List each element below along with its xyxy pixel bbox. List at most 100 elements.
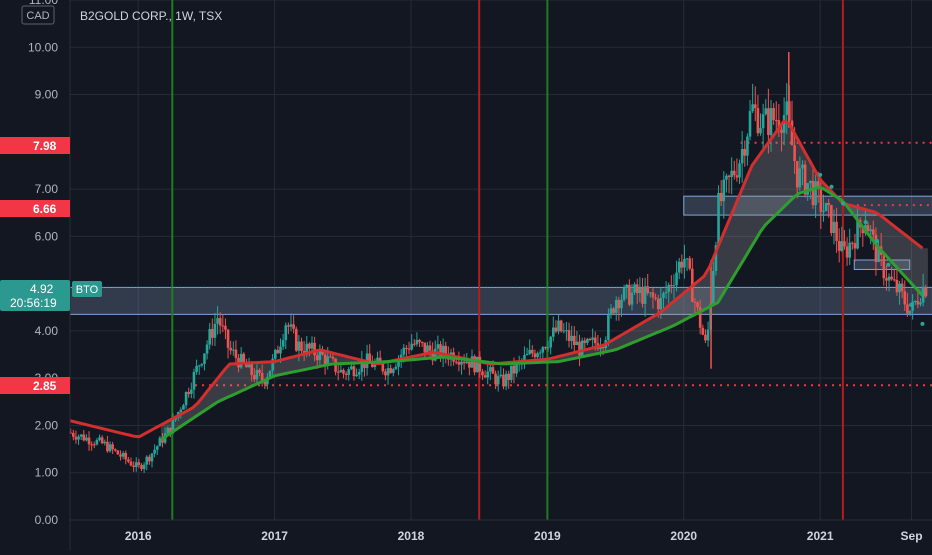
candle-body [491,367,495,374]
candle-body [748,111,752,137]
current-price-label: 4.92 20:56:19 [0,280,70,311]
candle-body [473,356,476,373]
x-tick-label: 2018 [398,529,425,543]
candle-body [150,453,154,462]
candle-body [544,347,547,349]
candle-body [106,441,109,452]
candle-body [313,342,316,356]
candle-body [308,343,311,349]
price-label-666-text: 6.66 [33,202,57,216]
candle-body [111,444,114,450]
candle-body [363,360,366,368]
candle-body [693,301,697,303]
candle-body [656,298,660,310]
currency-label: CAD [26,10,49,22]
candle-body [887,276,891,281]
candle-body [229,347,232,351]
candle-body [688,258,691,269]
candle-body [696,302,699,308]
trail-dot [863,220,868,225]
candle-body [777,120,781,130]
candle-body [512,365,516,374]
candle-body [641,287,644,304]
candle-body [554,327,558,332]
candle-body [344,373,348,375]
candle-body [612,308,615,313]
time-axis[interactable]: 2016 2017 2018 2019 2020 2021 Sep [125,529,923,543]
candle-body [153,449,156,454]
candle-body [643,286,647,304]
candle-body [263,381,267,385]
y-tick-label: 11.00 [29,0,58,7]
candle-body [683,258,686,268]
x-tick-label: 2019 [534,529,561,543]
candle-body [617,299,621,309]
candle-body [108,444,112,452]
candle-body [848,242,851,258]
candle-body [780,129,783,133]
candle-body [381,363,385,372]
candle-body [145,456,149,465]
price-label-285: 2.85 [0,377,70,394]
candle-body [717,192,720,246]
candle-body [628,284,631,305]
candle-body [533,353,537,358]
candle-body [103,441,107,444]
candle-body [591,337,594,340]
candle-body [208,329,211,345]
candle-body [132,465,135,468]
candle-body [252,375,256,380]
candle-body [706,329,710,341]
y-tick-label: 4.00 [35,324,59,338]
candle-body [179,409,183,413]
candle-body [218,318,222,326]
candle-body [557,320,560,332]
candle-body [523,355,526,362]
candle-body [622,287,626,300]
candle-body [155,446,159,450]
candle-body [192,372,196,390]
candle-body [732,170,736,176]
candle-body [368,353,371,362]
candle-body [714,245,718,271]
candle-body [803,164,807,195]
candle-body [725,175,728,180]
candle-body [224,325,227,330]
x-tick-label: 2021 [807,529,834,543]
candle-body [420,342,424,344]
candle-body [392,369,395,373]
candle-body [667,285,671,292]
zone-box [69,286,932,315]
candle-body [704,334,707,341]
candle-body [609,308,613,316]
candle-body [675,272,678,286]
price-label-666: 6.66 [0,200,70,217]
candle-body [478,356,482,372]
candle-body [528,349,531,354]
candle-body [885,278,888,281]
candle-body [583,340,587,343]
candle-body [593,337,597,344]
candle-body [350,366,353,370]
candle-body [601,346,605,349]
candle-body [134,462,138,468]
candle-body [481,371,484,376]
candle-body [234,349,238,358]
candle-body [121,453,125,457]
candle-body [226,329,230,348]
candle-body [811,180,815,206]
price-axis[interactable]: 0.001.002.003.004.006.007.009.0010.0011.… [28,0,58,527]
candle-body [431,350,434,361]
chart-title: B2GOLD CORP., 1W, TSX [80,9,222,23]
candle-body [428,345,432,351]
candle-body [321,350,324,355]
candle-body [242,353,246,363]
candle-body [195,365,198,373]
candle-body [418,339,421,343]
candle-body [677,261,681,273]
candle-body [772,108,775,121]
y-tick-label: 9.00 [35,88,59,102]
